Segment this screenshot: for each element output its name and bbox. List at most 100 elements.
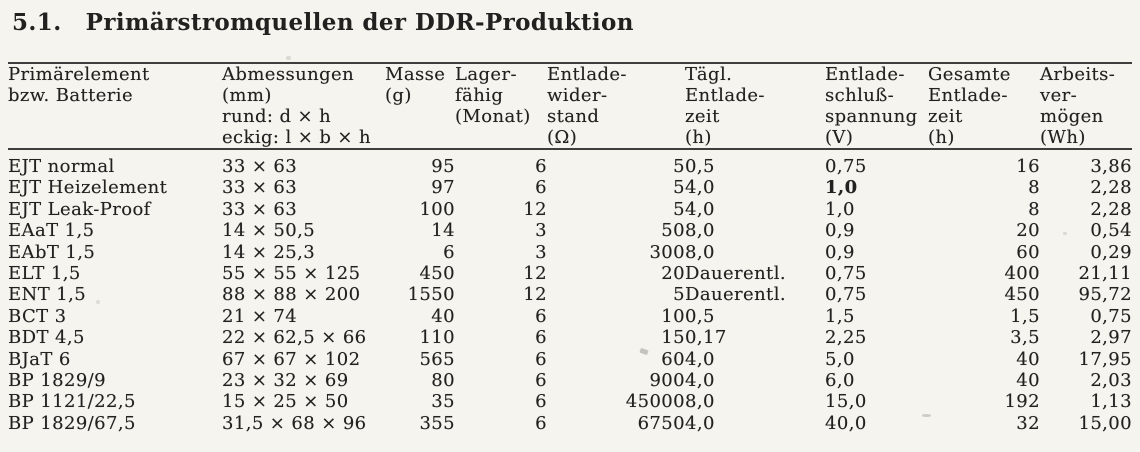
cell-energy-capacity: 15,00 — [1078, 412, 1132, 434]
cell-mass: 110 — [419, 327, 455, 349]
cell-cutoff-voltage: 0,75 — [825, 263, 867, 285]
cell-energy-capacity: 2,03 — [1090, 370, 1132, 392]
cell-discharge-resistance: 5 — [673, 177, 685, 199]
cell-dimensions: 33 × 63 — [222, 156, 298, 177]
cell-shelf-life: 6 — [535, 412, 547, 434]
cell-discharge-resistance: 60 — [661, 348, 685, 370]
cell-cutoff-voltage: 0,9 — [825, 220, 855, 242]
cell-total-discharge-time: 20 — [1016, 220, 1040, 242]
cell-total-discharge-time: 40 — [1016, 348, 1040, 370]
column-header-shelf-life: Lager-fähig (Monat) — [455, 63, 547, 150]
cell-shelf-life: 6 — [535, 177, 547, 199]
table-row: EAbT 1,5 14 × 25,3 6 3 300 8,0 0,9 60 0,29 — [8, 242, 1132, 263]
scan-speck — [922, 414, 931, 417]
cell-dimensions: 22 × 62,5 × 66 — [222, 327, 367, 349]
cell-daily-discharge-time: Dauerentl. — [685, 263, 786, 285]
column-header-line: eckig: l × b × h — [222, 127, 372, 148]
cell-cutoff-voltage: 5,0 — [825, 348, 855, 370]
column-header-line: mögen — [1040, 106, 1104, 127]
table-row: BP 1829/67,5 31,5 × 68 × 96 355 6 6750 4,0 40,… — [8, 413, 1132, 434]
section-number: 5.1. — [12, 9, 62, 36]
scan-speck — [1063, 232, 1067, 235]
column-header-cutoff-voltage: Entlade-schluß-spannung (V) — [825, 63, 928, 150]
cell-energy-capacity: 17,95 — [1078, 348, 1132, 370]
cell-total-discharge-time: 192 — [1004, 391, 1040, 413]
cell-mass: 565 — [419, 348, 455, 370]
cell-daily-discharge-time: 0,17 — [685, 327, 727, 349]
cell-element: EJT Heizelement — [8, 177, 168, 199]
cell-element: EAbT 1,5 — [8, 241, 96, 263]
cell-element: BDT 4,5 — [8, 327, 85, 349]
column-header-line: schluß- — [825, 85, 895, 106]
column-header-line: Entlade- — [825, 64, 905, 85]
cell-discharge-resistance: 50 — [661, 220, 685, 242]
cell-cutoff-voltage: 0,75 — [825, 284, 867, 306]
cell-cutoff-voltage: 6,0 — [825, 370, 855, 392]
cell-element: BCT 3 — [8, 305, 67, 327]
cell-total-discharge-time: 1,5 — [1010, 305, 1040, 327]
cell-cutoff-voltage: 1,0 — [825, 177, 858, 199]
column-header-line: Abmessungen — [222, 64, 355, 85]
cell-mass: 1550 — [407, 284, 455, 306]
scan-speck — [286, 56, 291, 60]
cell-dimensions: 21 × 74 — [222, 305, 298, 327]
column-header-line: Gesamte — [928, 64, 1011, 85]
cell-mass: 40 — [431, 305, 455, 327]
table-body: EJT normal 33 × 63 95 6 5 0,5 0,75 16 3,86 EJT He… — [8, 149, 1132, 434]
cell-dimensions: 14 × 50,5 — [222, 220, 316, 242]
column-header-daily-discharge-time: Tägl. Entlade-zeit (h) — [685, 63, 825, 150]
cell-discharge-resistance: 900 — [649, 370, 685, 392]
cell-mass: 355 — [419, 412, 455, 434]
cell-shelf-life: 6 — [535, 156, 547, 177]
cell-mass: 35 — [431, 391, 455, 413]
cell-daily-discharge-time: 8,0 — [685, 391, 715, 413]
cell-mass: 80 — [431, 370, 455, 392]
cell-energy-capacity: 0,54 — [1090, 220, 1132, 242]
cell-energy-capacity: 2,97 — [1090, 327, 1132, 349]
column-header-line: Entlade- — [928, 85, 1008, 106]
table-row: ELT 1,5 55 × 55 × 125 450 12 20 Dauerentl. 0,7… — [8, 263, 1132, 284]
cell-dimensions: 31,5 × 68 × 96 — [222, 412, 367, 434]
cell-energy-capacity: 95,72 — [1078, 284, 1132, 306]
cell-cutoff-voltage: 40,0 — [825, 412, 867, 434]
cell-dimensions: 14 × 25,3 — [222, 241, 316, 263]
column-header-line: zeit — [685, 106, 720, 127]
column-header-line: (g) — [385, 85, 412, 106]
cell-total-discharge-time: 8 — [1028, 177, 1040, 199]
cell-discharge-resistance: 6750 — [637, 412, 685, 434]
cell-cutoff-voltage: 1,5 — [825, 305, 855, 327]
cell-element: ELT 1,5 — [8, 263, 81, 285]
cell-dimensions: 15 × 25 × 50 — [222, 391, 349, 413]
cell-daily-discharge-time: 4,0 — [685, 348, 715, 370]
column-header-line: (h) — [685, 127, 712, 148]
cell-mass: 6 — [443, 241, 455, 263]
cell-shelf-life: 3 — [535, 220, 547, 242]
column-header-mass: Masse (g) — [385, 63, 455, 150]
cell-daily-discharge-time: 4,0 — [685, 198, 715, 220]
cell-total-discharge-time: 8 — [1028, 198, 1040, 220]
cell-energy-capacity: 3,86 — [1090, 156, 1132, 177]
cell-mass: 14 — [431, 220, 455, 242]
cell-total-discharge-time: 450 — [1004, 284, 1040, 306]
column-header-line: wider- — [547, 85, 608, 106]
table-row: EJT Leak-Proof 33 × 63 100 12 5 4,0 1,0 8 2,28 — [8, 199, 1132, 220]
table-row: BDT 4,5 22 × 62,5 × 66 110 6 15 0,17 2,25 3,5 2,… — [8, 327, 1132, 348]
column-header-line: fähig — [455, 85, 504, 106]
cell-shelf-life: 12 — [523, 284, 547, 306]
section-title: Primärstromquellen der DDR-Produktion — [85, 9, 634, 36]
cell-energy-capacity: 2,28 — [1090, 198, 1132, 220]
cell-daily-discharge-time: 0,5 — [685, 156, 715, 177]
cell-cutoff-voltage: 1,0 — [825, 198, 855, 220]
table-row: EAaT 1,5 14 × 50,5 14 3 50 8,0 0,9 20 0,54 — [8, 220, 1132, 241]
cell-total-discharge-time: 16 — [1016, 156, 1040, 177]
table-header: Primärelement bzw. Batterie Abmessungen (mm… — [8, 63, 1132, 150]
cell-shelf-life: 6 — [535, 327, 547, 349]
cell-daily-discharge-time: 0,5 — [685, 305, 715, 327]
table-row: ENT 1,5 88 × 88 × 200 1550 12 5 Dauerentl. 0,7… — [8, 284, 1132, 305]
column-header-line: bzw. Batterie — [8, 85, 134, 106]
cell-element: EJT normal — [8, 156, 115, 177]
column-header-line: Tägl. — [685, 64, 733, 85]
section-heading: 5.1. Primärstromquellen der DDR-Produktio… — [12, 9, 634, 36]
column-header-line: (Monat) — [455, 106, 531, 127]
cell-shelf-life: 3 — [535, 241, 547, 263]
